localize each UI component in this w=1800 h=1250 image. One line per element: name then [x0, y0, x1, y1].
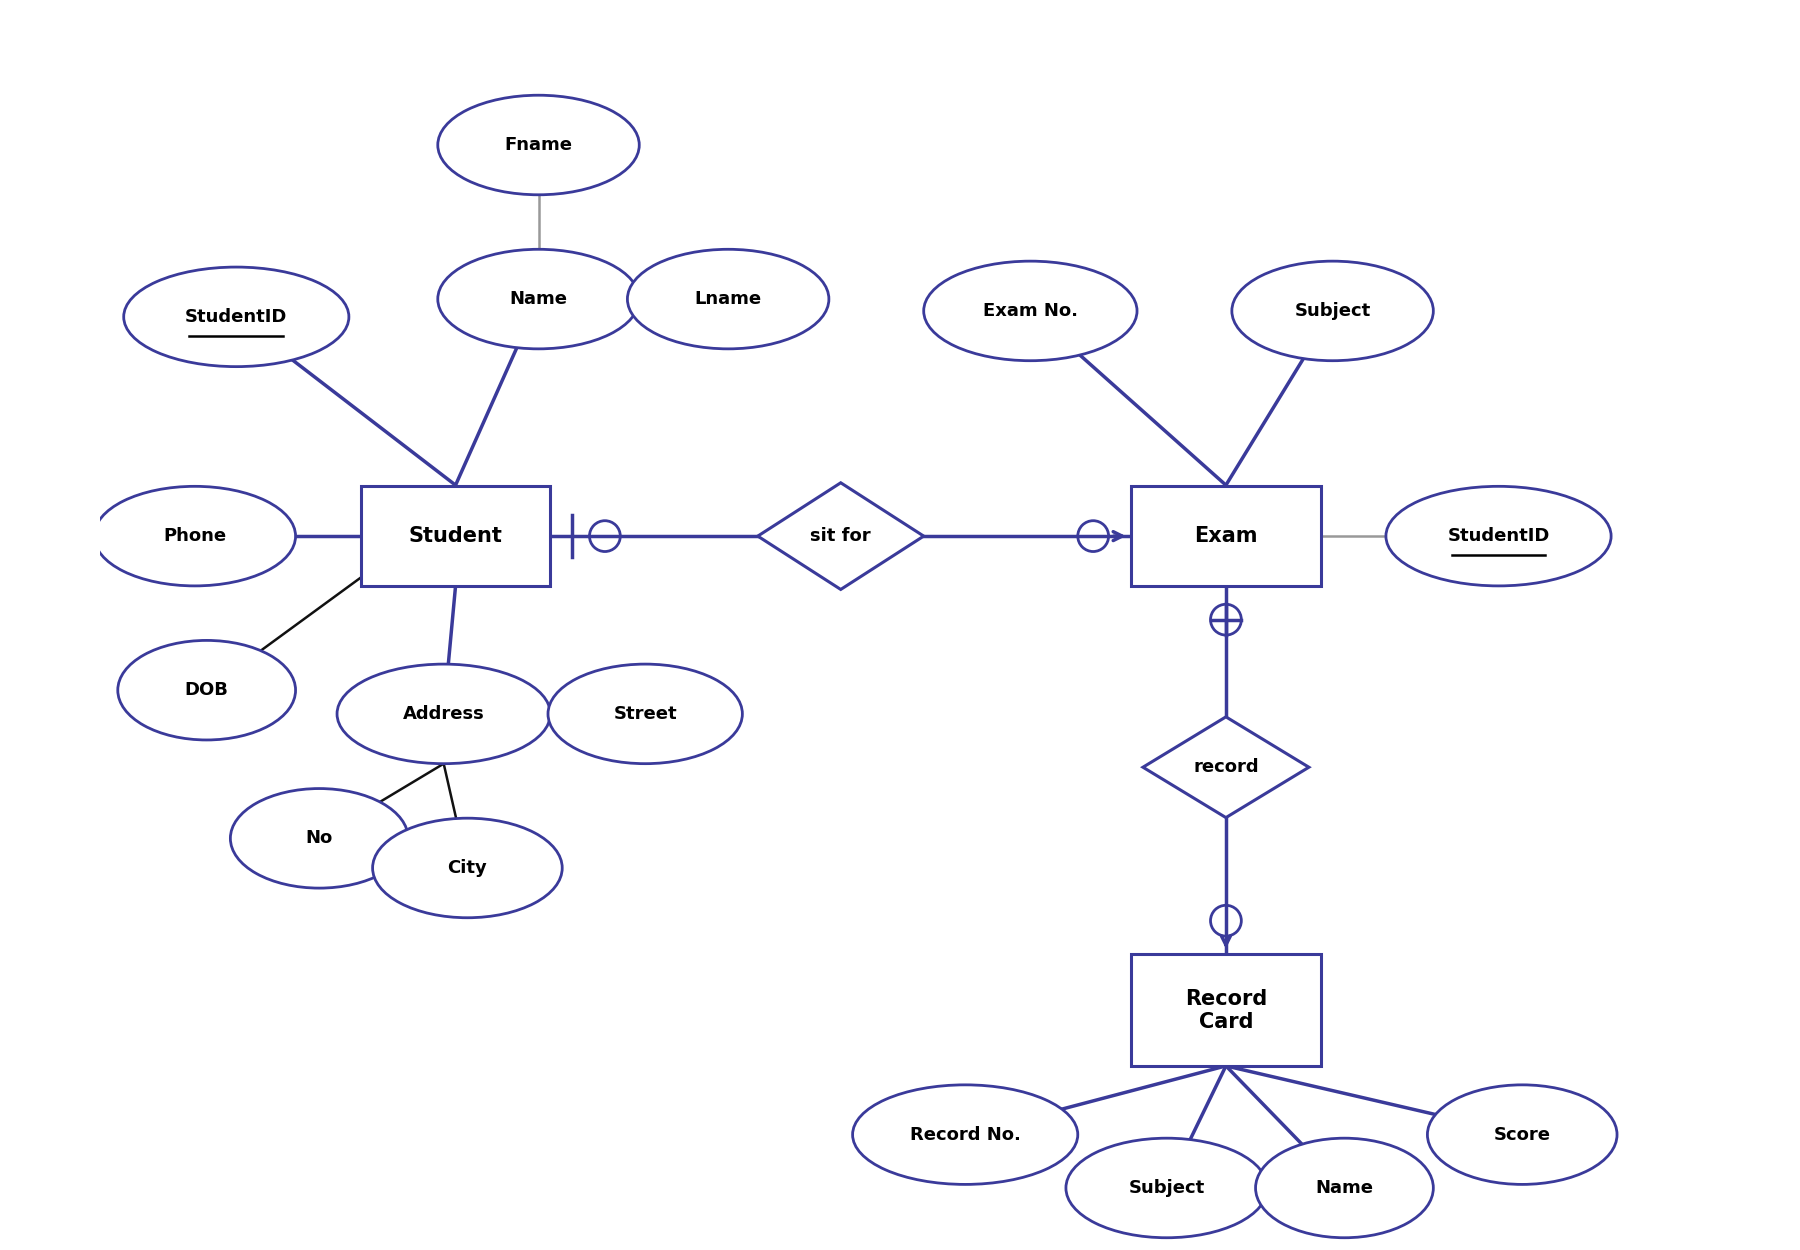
Text: Record No.: Record No.	[909, 1126, 1021, 1144]
Ellipse shape	[1066, 1139, 1267, 1238]
Ellipse shape	[1231, 261, 1433, 361]
Ellipse shape	[1256, 1139, 1433, 1238]
Ellipse shape	[437, 95, 639, 195]
Text: Student: Student	[409, 526, 502, 546]
Text: Exam No.: Exam No.	[983, 302, 1078, 320]
Text: Score: Score	[1494, 1126, 1552, 1144]
Ellipse shape	[230, 789, 409, 888]
Text: Name: Name	[509, 290, 567, 308]
Bar	[1130, 486, 1321, 586]
Text: Exam: Exam	[1193, 526, 1258, 546]
Text: Lname: Lname	[695, 290, 761, 308]
Ellipse shape	[337, 664, 551, 764]
Polygon shape	[1143, 716, 1309, 818]
Text: Subject: Subject	[1129, 1179, 1204, 1198]
Ellipse shape	[1386, 486, 1611, 586]
Text: No: No	[306, 829, 333, 848]
Text: record: record	[1193, 759, 1258, 776]
Ellipse shape	[124, 268, 349, 366]
Ellipse shape	[373, 819, 562, 918]
Text: StudentID: StudentID	[1447, 528, 1550, 545]
Text: sit for: sit for	[810, 528, 871, 545]
Bar	[360, 486, 551, 586]
Text: Name: Name	[1316, 1179, 1373, 1198]
Text: Subject: Subject	[1294, 302, 1372, 320]
Polygon shape	[758, 482, 923, 590]
Text: Phone: Phone	[164, 528, 227, 545]
Text: DOB: DOB	[185, 681, 229, 699]
Ellipse shape	[628, 249, 828, 349]
Ellipse shape	[853, 1085, 1078, 1185]
Ellipse shape	[94, 486, 295, 586]
Text: Address: Address	[403, 705, 484, 722]
Ellipse shape	[547, 664, 742, 764]
Ellipse shape	[117, 640, 295, 740]
Bar	[1130, 954, 1321, 1066]
Ellipse shape	[923, 261, 1138, 361]
Ellipse shape	[1427, 1085, 1616, 1185]
Text: Street: Street	[614, 705, 677, 722]
Text: Fname: Fname	[504, 136, 572, 154]
Text: StudentID: StudentID	[185, 308, 288, 326]
Ellipse shape	[437, 249, 639, 349]
Text: Record
Card: Record Card	[1184, 989, 1267, 1031]
Text: City: City	[448, 859, 488, 878]
